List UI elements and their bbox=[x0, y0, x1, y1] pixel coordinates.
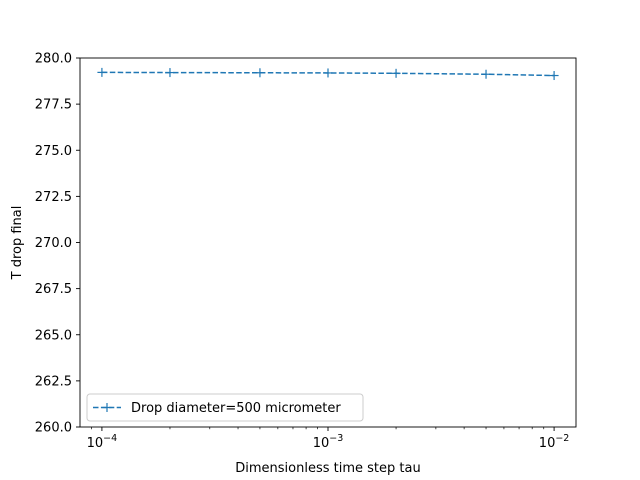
y-tick-label: 262.5 bbox=[35, 374, 72, 389]
data-point bbox=[391, 68, 401, 78]
x-tick-label: 10−4 bbox=[87, 433, 118, 451]
data-point bbox=[549, 71, 559, 81]
legend-label: Drop diameter=500 micrometer bbox=[131, 401, 341, 416]
y-tick-label: 260.0 bbox=[35, 421, 72, 436]
legend-box bbox=[86, 393, 364, 422]
y-tick-label: 275.0 bbox=[35, 144, 72, 159]
y-tick-label: 280.0 bbox=[35, 52, 72, 67]
y-tick-label: 270.0 bbox=[35, 236, 72, 251]
y-tick-label: 272.5 bbox=[35, 190, 72, 205]
x-tick-label: 10−3 bbox=[313, 433, 344, 451]
data-point bbox=[165, 68, 175, 78]
data-point bbox=[481, 69, 491, 79]
data-point bbox=[323, 68, 333, 78]
y-tick-label: 267.5 bbox=[35, 282, 72, 297]
y-axis: 260.0 262.5 265.0 267.5 270.0 272.5 275.0 277.5… bbox=[35, 52, 80, 436]
y-tick-label: 265.0 bbox=[35, 328, 72, 343]
y-tick-label: 277.5 bbox=[35, 98, 72, 113]
x-tick-label: 10−2 bbox=[539, 433, 570, 451]
x-axis: 10−4 10−3 10−2 bbox=[87, 427, 570, 451]
y-axis-title: T drop final bbox=[10, 206, 25, 281]
data-point bbox=[255, 68, 265, 78]
x-axis-title: Dimensionless time step tau bbox=[235, 461, 420, 476]
data-point bbox=[97, 67, 107, 77]
legend: Drop diameter=500 micrometer bbox=[86, 393, 364, 422]
